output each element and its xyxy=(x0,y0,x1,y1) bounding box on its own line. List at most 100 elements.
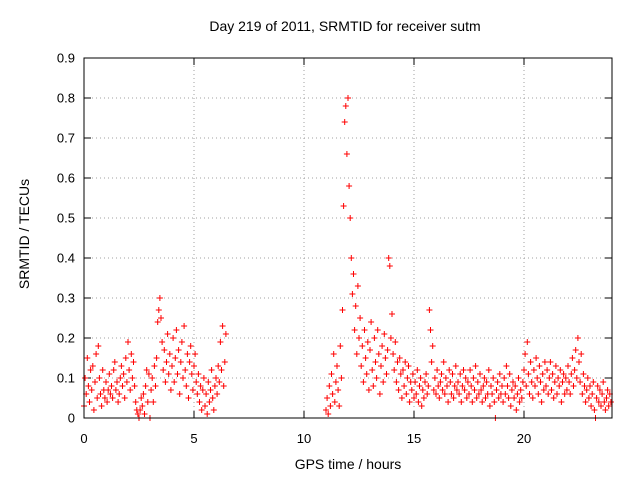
plot-frame xyxy=(83,57,613,419)
data-point xyxy=(116,391,123,397)
data-point xyxy=(567,391,574,397)
data-point xyxy=(380,379,387,385)
y-tick-label: 0.3 xyxy=(57,291,75,306)
data-point xyxy=(167,387,174,393)
data-point xyxy=(335,387,342,393)
data-point xyxy=(150,399,157,405)
y-tick-label: 0.1 xyxy=(57,371,75,386)
data-point xyxy=(515,375,522,381)
data-point xyxy=(175,347,182,353)
data-point xyxy=(544,367,551,373)
data-point xyxy=(503,363,510,369)
data-point xyxy=(216,379,223,385)
data-point xyxy=(413,391,420,397)
data-point xyxy=(500,399,507,405)
data-point xyxy=(137,407,144,413)
data-point xyxy=(191,363,197,369)
data-point xyxy=(409,371,416,377)
data-point xyxy=(389,311,395,317)
data-point xyxy=(539,371,546,377)
data-point xyxy=(162,379,169,385)
x-tick-label: 5 xyxy=(190,431,197,446)
data-point xyxy=(340,203,347,209)
data-point xyxy=(477,371,483,377)
data-point xyxy=(587,383,593,389)
data-point xyxy=(90,407,97,413)
data-point xyxy=(214,391,221,397)
data-point xyxy=(96,375,103,381)
data-point xyxy=(155,307,162,313)
data-point xyxy=(415,399,422,405)
data-point xyxy=(595,399,602,405)
data-point xyxy=(360,379,367,385)
data-point xyxy=(132,399,139,405)
data-point xyxy=(220,383,227,389)
data-point xyxy=(142,383,149,389)
data-point xyxy=(514,391,521,397)
data-point xyxy=(182,367,189,373)
data-point xyxy=(372,359,379,365)
data-point xyxy=(582,399,589,405)
data-point xyxy=(496,371,503,377)
data-point xyxy=(464,379,471,385)
data-point xyxy=(565,363,571,369)
data-point xyxy=(170,335,177,341)
data-point xyxy=(541,359,548,365)
data-point xyxy=(429,343,436,349)
data-point xyxy=(171,379,178,385)
data-point xyxy=(208,367,215,373)
data-point xyxy=(593,395,600,401)
data-point xyxy=(536,363,543,369)
data-point xyxy=(559,379,566,385)
data-point xyxy=(456,391,463,397)
data-point xyxy=(93,351,100,357)
data-point xyxy=(130,359,137,365)
data-point xyxy=(418,403,425,409)
y-tick-label: 0.8 xyxy=(57,91,75,106)
data-point xyxy=(196,399,203,405)
data-point xyxy=(141,411,148,417)
data-point xyxy=(143,367,150,373)
data-point xyxy=(329,391,336,397)
data-point xyxy=(504,383,511,389)
x-axis-label: GPS time / hours xyxy=(294,456,402,472)
data-point xyxy=(526,391,533,397)
data-point xyxy=(494,379,501,385)
data-point xyxy=(431,375,438,381)
data-point xyxy=(381,331,388,337)
data-point xyxy=(364,339,371,345)
data-point xyxy=(88,387,95,393)
data-point xyxy=(164,331,171,337)
data-point xyxy=(188,371,195,377)
data-point xyxy=(589,391,596,397)
data-point xyxy=(554,391,560,397)
data-point xyxy=(457,371,464,377)
data-point xyxy=(535,391,542,397)
data-point xyxy=(323,407,329,413)
data-point xyxy=(570,383,577,389)
data-point xyxy=(219,323,226,329)
data-point xyxy=(386,263,393,269)
data-point xyxy=(195,371,202,377)
data-point xyxy=(95,343,102,349)
data-point xyxy=(538,399,545,405)
data-point xyxy=(437,379,444,385)
data-point xyxy=(408,387,415,393)
data-point xyxy=(111,359,118,365)
data-point xyxy=(499,383,505,389)
data-point xyxy=(518,395,525,401)
data-point xyxy=(106,371,113,377)
data-point xyxy=(584,375,591,381)
data-point xyxy=(211,383,218,389)
data-point xyxy=(115,399,122,405)
data-point xyxy=(193,379,200,385)
data-point xyxy=(105,387,112,393)
data-point xyxy=(151,363,158,369)
data-point xyxy=(109,395,116,401)
data-point xyxy=(480,383,487,389)
data-point xyxy=(403,391,410,397)
x-tick-label: 20 xyxy=(517,431,531,446)
data-point xyxy=(495,395,502,401)
data-point xyxy=(591,407,598,413)
data-point xyxy=(406,399,413,405)
